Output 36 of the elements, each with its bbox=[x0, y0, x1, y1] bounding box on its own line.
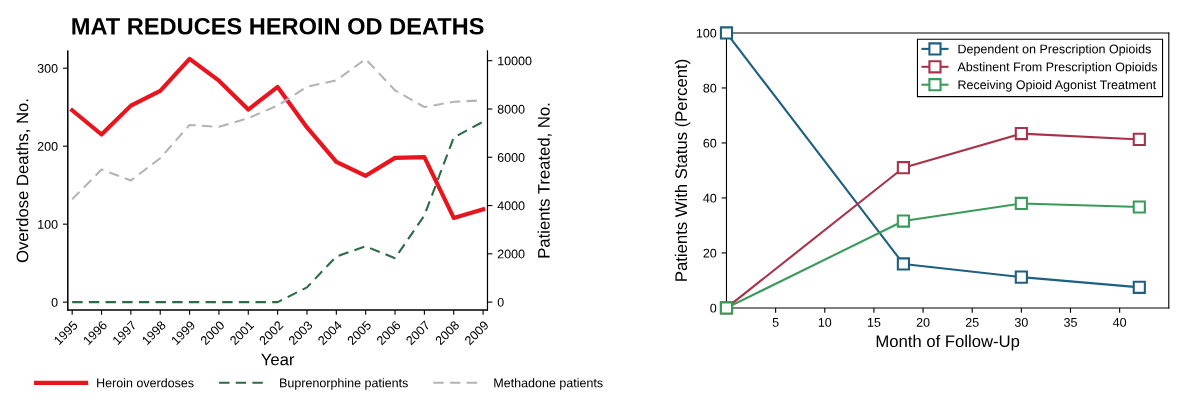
legend-label: Methadone patients bbox=[494, 378, 603, 390]
y-tick-label: 100 bbox=[38, 219, 58, 229]
y-axis-title: Patients With Status (Percent) bbox=[674, 59, 691, 281]
y2-tick-label: 6000 bbox=[497, 153, 525, 162]
y2-tick-label: 8000 bbox=[497, 104, 525, 114]
y2-tick-label: 4000 bbox=[497, 201, 525, 211]
x-axis-title: Month of Follow-Up bbox=[876, 334, 1020, 351]
x-tick-label: 40 bbox=[1112, 317, 1127, 327]
y-tick-label: 0 bbox=[710, 303, 717, 313]
y-axis-title: Overdose Deaths, No. bbox=[16, 99, 31, 263]
legend-label: Abstinent From Prescription Opioids bbox=[957, 62, 1158, 74]
legend-label: Dependent on Prescription Opioids bbox=[958, 44, 1151, 56]
x-tick-label: 20 bbox=[916, 317, 930, 327]
y2-tick-label: 2000 bbox=[497, 249, 525, 259]
x-tick-label: 35 bbox=[1064, 317, 1077, 327]
x-tick-label: 25 bbox=[965, 317, 979, 327]
x-axis-title: Year bbox=[261, 353, 295, 366]
y2-tick-label: 0 bbox=[497, 297, 504, 307]
y-tick-label: 200 bbox=[37, 141, 58, 151]
x-tick-label: 10 bbox=[818, 317, 832, 327]
y2-axis-title: Patients Treated, No. bbox=[537, 103, 552, 258]
x-tick-label: 30 bbox=[1014, 317, 1028, 327]
y-tick-label: 60 bbox=[703, 138, 717, 148]
x-tick-label: 5 bbox=[772, 318, 779, 327]
legend-label: Receiving Opioid Agonist Treatment bbox=[958, 80, 1157, 92]
y2-tick-label: 10000 bbox=[498, 56, 532, 66]
y-tick-label: 20 bbox=[703, 248, 717, 258]
y-tick-label: 40 bbox=[703, 193, 717, 203]
y-tick-label: 0 bbox=[51, 297, 58, 307]
y-tick-label: 80 bbox=[703, 83, 717, 93]
chart-title: MAT REDUCES HEROIN OD DEATHS bbox=[72, 17, 484, 35]
legend-label: Heroin overdoses bbox=[97, 378, 194, 388]
y-tick-label: 300 bbox=[37, 64, 58, 73]
legend-label: Buprenorphine patients bbox=[280, 378, 408, 390]
x-tick-label: 15 bbox=[867, 318, 881, 327]
y-tick-label: 100 bbox=[696, 28, 717, 38]
